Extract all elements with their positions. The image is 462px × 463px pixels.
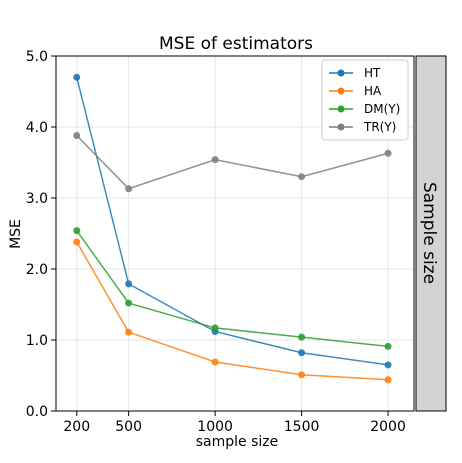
legend-frame bbox=[321, 59, 409, 141]
x-tick-label: 2000 bbox=[370, 419, 406, 435]
data-point-ha bbox=[211, 358, 219, 366]
y-tick-label: 0.0 bbox=[26, 404, 48, 420]
x-tick-label: 500 bbox=[115, 419, 142, 435]
facet-label: Sample size bbox=[419, 182, 439, 284]
data-point-ht bbox=[125, 280, 133, 288]
y-tick-label: 4.0 bbox=[26, 120, 48, 136]
data-point-dm-y bbox=[298, 333, 306, 341]
data-point-dm-y bbox=[125, 299, 133, 307]
data-point-ha bbox=[298, 371, 306, 379]
data-point-ha bbox=[73, 238, 81, 246]
series-line-tr-y bbox=[76, 134, 389, 190]
data-point-tr-y bbox=[384, 149, 392, 157]
chart-title: MSE of estimators bbox=[159, 34, 313, 54]
legend: HT HA DM(Y) TR(Y) bbox=[321, 59, 409, 141]
series-layer bbox=[73, 73, 392, 384]
legend-label-tr-y: TR(Y) bbox=[363, 120, 396, 134]
data-point-tr-y bbox=[125, 185, 133, 193]
y-axis-label: MSE bbox=[8, 219, 24, 249]
legend-marker-ht bbox=[337, 69, 345, 77]
data-point-dm-y bbox=[211, 324, 219, 332]
data-point-ht bbox=[384, 361, 392, 369]
y-tick-label: 1.0 bbox=[26, 333, 48, 349]
data-point-tr-y bbox=[298, 173, 306, 181]
legend-marker-tr-y bbox=[337, 123, 345, 131]
x-axis-label: sample size bbox=[196, 434, 279, 450]
x-tick-label: 1000 bbox=[197, 419, 233, 435]
data-point-ha bbox=[125, 328, 133, 336]
legend-label-ht: HT bbox=[364, 66, 381, 80]
data-point-ht bbox=[298, 349, 306, 357]
x-tick-label: 200 bbox=[63, 419, 90, 435]
plot-area-frame bbox=[55, 55, 415, 412]
facet-strip bbox=[415, 55, 447, 412]
data-point-tr-y bbox=[73, 132, 81, 140]
x-axis: 200 500 1000 1500 2000 bbox=[63, 411, 406, 435]
y-tick-label: 3.0 bbox=[26, 191, 48, 207]
data-point-dm-y bbox=[384, 342, 392, 350]
y-axis: 0.0 1.0 2.0 3.0 4.0 5.0 bbox=[26, 49, 56, 420]
legend-marker-dm-y bbox=[337, 105, 345, 113]
series-line-dm-y bbox=[76, 230, 389, 348]
data-point-tr-y bbox=[211, 156, 219, 164]
data-point-dm-y bbox=[73, 227, 81, 235]
y-tick-label: 5.0 bbox=[26, 49, 48, 65]
data-point-ht bbox=[73, 73, 81, 81]
data-point-ha bbox=[384, 376, 392, 384]
legend-marker-ha bbox=[337, 87, 345, 95]
x-tick-label: 1500 bbox=[284, 419, 320, 435]
legend-label-ha: HA bbox=[364, 84, 382, 98]
legend-label-dm-y: DM(Y) bbox=[364, 102, 400, 116]
y-tick-label: 2.0 bbox=[26, 262, 48, 278]
